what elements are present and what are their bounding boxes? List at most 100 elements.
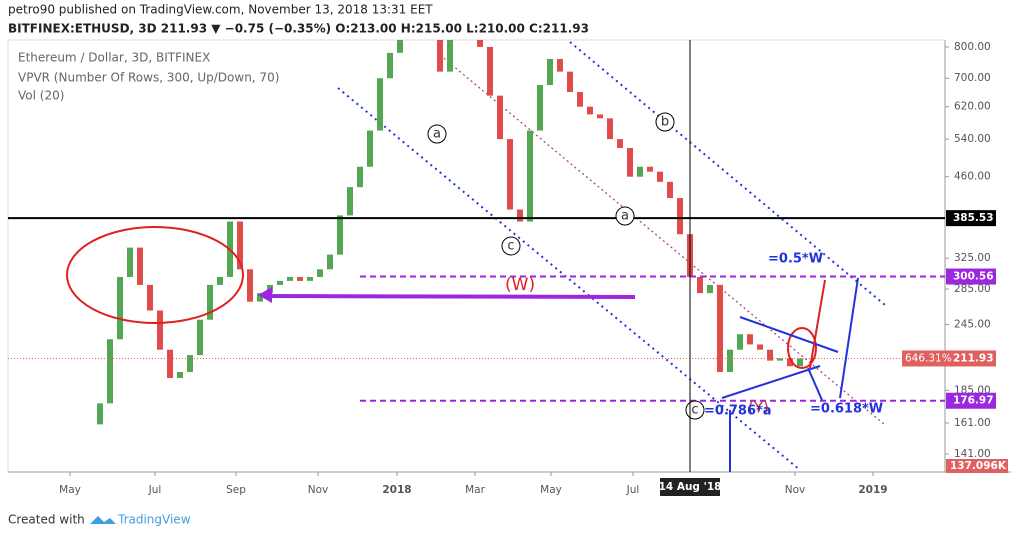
candle (667, 181, 673, 199)
candle (307, 276, 313, 281)
candle (597, 114, 603, 119)
candle (757, 344, 763, 350)
channel-line (569, 41, 886, 306)
candle (587, 106, 593, 115)
wave-circle (655, 112, 675, 132)
candle (167, 349, 173, 378)
wave-label: (Y) (748, 399, 769, 417)
crosshair-label: 14 Aug '18 (659, 481, 722, 493)
fib-label: =0.5*W (768, 252, 823, 267)
price-label: 211.93 (953, 352, 994, 364)
candle (257, 293, 263, 302)
arrow-head (258, 287, 272, 303)
y-tick-label: 141.00 (954, 448, 991, 460)
y-tick-label: 460.00 (954, 171, 991, 183)
candle (707, 284, 713, 294)
candle (737, 334, 743, 350)
candle (137, 247, 143, 285)
candle (537, 85, 543, 131)
candle (617, 139, 623, 148)
candle (657, 171, 663, 182)
candle (747, 334, 753, 345)
volume-label: 137.096K (950, 460, 1007, 472)
wave-label: a (621, 209, 629, 224)
level-tag (946, 392, 996, 409)
crosshair-tag (660, 478, 720, 496)
candle (797, 358, 803, 367)
candle (377, 78, 383, 131)
candle (777, 358, 783, 361)
wave-label: c (507, 239, 514, 254)
candle (477, 40, 483, 47)
ellipse (66, 226, 244, 324)
candle (327, 254, 333, 270)
candle (247, 269, 253, 302)
candle (727, 349, 733, 373)
wave-label: b (661, 115, 669, 130)
wave-label: c (691, 403, 698, 418)
candle (697, 276, 703, 294)
y-tick-label: 161.00 (954, 417, 991, 429)
x-tick-label: Jul (148, 484, 162, 496)
plot (8, 40, 945, 471)
change-label: 646.31% (905, 352, 952, 364)
candle (217, 276, 223, 285)
level-label: 176.97 (953, 395, 994, 407)
candle (187, 355, 193, 373)
triangle-line (739, 316, 839, 353)
candle (397, 40, 403, 53)
x-tick-label: 2019 (858, 484, 887, 496)
x-tick-label: May (59, 484, 81, 496)
candle (147, 284, 153, 311)
candle (557, 58, 563, 72)
x-tick-label: Sep (226, 484, 246, 496)
candle (297, 276, 303, 281)
brand-logo (90, 516, 116, 524)
y-tick-label: 540.00 (954, 133, 991, 145)
annotations: (W) (Y) =0.5*W =0.618*W =0.786*a a b c a… (66, 112, 883, 472)
candle (357, 166, 363, 188)
overlay-indicator: Vol (20) (18, 89, 64, 103)
candle (387, 52, 393, 79)
wave-circle (615, 206, 635, 226)
y-tick-label: 620.00 (954, 101, 991, 113)
volume-tag (946, 459, 1008, 473)
y-tick-label: 285.00 (954, 283, 991, 295)
candle (107, 339, 113, 404)
candle (527, 130, 533, 222)
candle (117, 276, 123, 340)
footer-brand[interactable]: TradingView (117, 513, 191, 527)
wave-label: a (433, 127, 441, 142)
candle (277, 280, 283, 285)
candle (287, 276, 293, 281)
candle (177, 372, 183, 378)
candle (97, 403, 103, 425)
level-label: 385.53 (953, 212, 994, 224)
candle (197, 319, 203, 356)
median-line (439, 54, 886, 426)
candle (507, 139, 513, 210)
x-tick-label: May (540, 484, 562, 496)
candle (337, 215, 343, 255)
candle (767, 349, 773, 361)
footer-text: Created with (8, 513, 85, 527)
x-tick-label: Nov (308, 484, 329, 496)
x-tick-label: Mar (465, 484, 485, 496)
candle (437, 40, 443, 72)
candle (647, 166, 653, 172)
fib-label: =0.618*W (810, 402, 883, 417)
candle (567, 71, 573, 93)
x-tick-label: Jul (626, 484, 640, 496)
y-tick-label: 800.00 (954, 41, 991, 53)
wave-circle (427, 124, 447, 144)
level-tag (946, 268, 996, 285)
y-tick-label: 700.00 (954, 72, 991, 84)
candle (677, 198, 683, 235)
overlay-indicator: VPVR (Number Of Rows, 300, Up/Down, 70) (18, 71, 279, 85)
candle (547, 58, 553, 86)
candle (517, 209, 523, 222)
wave-label: (W) (505, 275, 535, 295)
level-tag (946, 210, 996, 227)
arrow (264, 294, 636, 299)
